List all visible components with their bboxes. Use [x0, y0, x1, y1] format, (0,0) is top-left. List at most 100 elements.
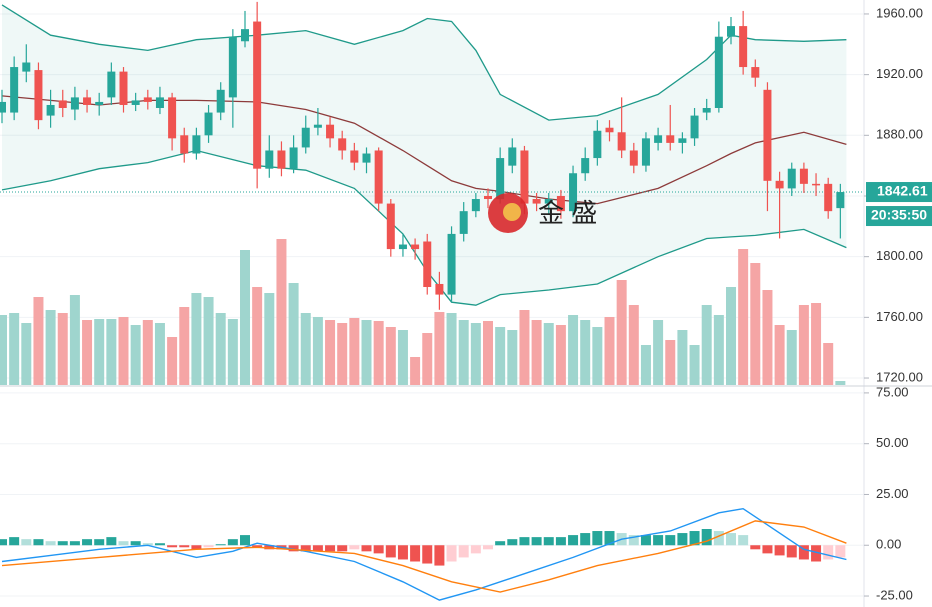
- volume-bar: [288, 283, 299, 385]
- histogram-bar: [167, 545, 178, 548]
- volume-bar: [653, 320, 664, 385]
- candle-body: [423, 241, 432, 288]
- volume-bar: [774, 325, 785, 385]
- volume-bar: [592, 327, 603, 385]
- y-tick-label: 50.00: [876, 435, 909, 450]
- candle-body: [496, 158, 505, 200]
- volume-bar: [835, 381, 846, 385]
- candle-body: [58, 100, 67, 109]
- candle-body: [131, 100, 140, 105]
- histogram-bar: [312, 545, 323, 552]
- candle-body: [727, 26, 735, 37]
- volume-bar: [555, 325, 566, 385]
- candle-body: [313, 124, 322, 128]
- volume-bar: [677, 330, 688, 385]
- histogram-bar: [252, 545, 263, 548]
- time-badge-label: 20:35:50: [871, 207, 927, 223]
- volume-bar: [798, 305, 809, 385]
- candle-body: [544, 199, 553, 204]
- histogram-bar: [483, 545, 493, 550]
- histogram-bar: [33, 539, 44, 546]
- volume-bar: [410, 357, 421, 385]
- candle-body: [70, 97, 79, 110]
- histogram-bar: [798, 545, 809, 560]
- candle-body: [678, 138, 687, 143]
- volume-bar: [483, 321, 493, 385]
- volume-bar: [470, 323, 481, 385]
- histogram-bar: [640, 535, 651, 546]
- y-tick-label: 1920.00: [876, 66, 923, 81]
- y-tick-label: 1760.00: [876, 309, 923, 324]
- histogram-bar: [142, 543, 153, 546]
- candle-body: [83, 97, 92, 105]
- candle-body: [617, 132, 626, 151]
- volume-bar: [616, 280, 627, 385]
- histogram-bar: [69, 541, 80, 546]
- candle-body: [0, 101, 6, 113]
- macd-line: [1, 507, 847, 601]
- y-tick-label: 0.00: [876, 537, 901, 552]
- histogram-bar: [628, 535, 639, 546]
- candle-body: [326, 124, 335, 139]
- volume-bar: [446, 313, 457, 385]
- histogram-bar: [835, 545, 846, 558]
- candle-body: [824, 183, 833, 212]
- candle-body: [556, 195, 565, 212]
- volume-bar: [9, 313, 20, 385]
- y-tick-label: 1720.00: [876, 369, 923, 384]
- candle-body: [471, 199, 480, 212]
- candle-body: [459, 211, 468, 234]
- candle-body: [362, 153, 371, 163]
- volume-bar: [94, 319, 105, 385]
- band-upper: [1, 4, 847, 121]
- histogram-bar: [9, 537, 20, 546]
- candle-body: [204, 112, 213, 136]
- y-tick-label: 1880.00: [876, 127, 923, 142]
- histogram-bar: [750, 545, 761, 550]
- volume-bar: [738, 249, 749, 385]
- volume-bar: [568, 315, 579, 385]
- volume-bar: [701, 305, 712, 385]
- histogram-bar: [495, 541, 506, 546]
- volume-bar: [823, 343, 834, 385]
- candle-body: [22, 62, 31, 72]
- candle-body: [386, 203, 395, 250]
- histogram-bar: [191, 545, 202, 550]
- histogram-bar: [361, 545, 372, 552]
- axis-area: [864, 0, 932, 607]
- candle-body: [216, 89, 225, 113]
- volume-bar: [458, 320, 469, 385]
- histogram-bar: [543, 537, 554, 546]
- candle-body: [143, 97, 152, 102]
- candle-body: [581, 158, 590, 174]
- volume-bar: [215, 313, 226, 385]
- histogram-bar: [677, 533, 688, 546]
- band-lower: [1, 149, 847, 306]
- volume-bar: [118, 317, 129, 385]
- candle-body: [641, 138, 650, 166]
- volume-bar: [203, 297, 214, 385]
- watermark: 金 盛: [488, 193, 597, 233]
- candle-body: [265, 150, 274, 169]
- volume-bar: [21, 323, 32, 385]
- volume-bar: [69, 295, 80, 385]
- volume-bar: [543, 323, 554, 385]
- watermark-text: 金 盛: [538, 198, 597, 228]
- volume-bar: [422, 333, 433, 385]
- volume-bar: [495, 327, 506, 385]
- candle-body: [629, 150, 638, 166]
- candle-body: [690, 115, 699, 139]
- volume-bar: [434, 312, 445, 385]
- volume-bar: [325, 320, 336, 385]
- histogram-bar: [665, 535, 676, 546]
- candle-body: [508, 147, 517, 166]
- volume-bar: [57, 313, 68, 385]
- histogram-bar: [82, 539, 93, 546]
- histogram-bar: [215, 544, 226, 546]
- candle-body: [484, 195, 492, 200]
- candle-body: [180, 135, 189, 154]
- volume-bar: [312, 317, 323, 385]
- candle-body: [411, 244, 420, 250]
- histogram-bar: [458, 545, 469, 558]
- candle-body: [107, 71, 116, 98]
